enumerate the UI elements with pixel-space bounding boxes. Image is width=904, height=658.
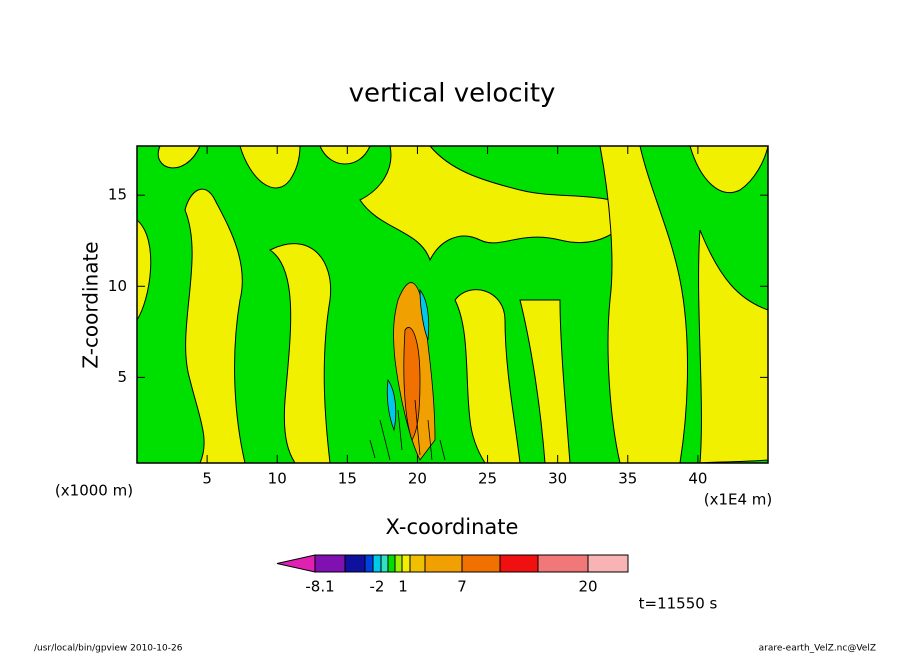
colorbar-triangle	[276, 554, 316, 573]
x-tick-label: 30	[548, 470, 567, 488]
colorbar-segment	[537, 554, 589, 573]
x-tick-label: 15	[338, 470, 357, 488]
colorbar-segment	[409, 554, 426, 573]
contour-field	[136, 145, 769, 464]
colorbar-segment	[387, 554, 396, 573]
y-tick-label: 15	[108, 186, 127, 204]
colorbar-segment	[372, 554, 382, 573]
y-tick-label: 10	[108, 277, 127, 295]
colorbar-segment	[424, 554, 463, 573]
convective-core	[369, 282, 446, 461]
x-axis-label: X-coordinate	[386, 515, 519, 539]
colorbar-segment	[461, 554, 501, 573]
colorbar-tick-label: -2	[370, 578, 385, 596]
y-tick-label: 5	[117, 368, 127, 386]
contour-regions	[136, 145, 769, 464]
plot-frame	[136, 145, 769, 464]
time-label: t=11550 s	[639, 595, 718, 613]
colorbar-segment	[401, 554, 411, 573]
x-unit-left: (x1000 m)	[55, 482, 133, 500]
footer-right: arare-earth_VelZ.nc@VelZ	[759, 644, 876, 654]
colorbar-tick-label: 1	[398, 578, 408, 596]
x-tick-label: 35	[618, 470, 637, 488]
x-tick-label: 5	[202, 470, 212, 488]
colorbar-tick-label: 20	[578, 578, 597, 596]
colorbar-tick-label: -8.1	[305, 578, 334, 596]
x-tick-label: 10	[268, 470, 287, 488]
colorbar-segment	[380, 554, 389, 573]
colorbar-segment	[394, 554, 403, 573]
x-tick-label: 25	[478, 470, 497, 488]
x-tick-label: 20	[408, 470, 427, 488]
colorbar-segment	[499, 554, 539, 573]
x-tick-label: 40	[688, 470, 707, 488]
footer-left: /usr/local/bin/gpview 2010-10-26	[34, 644, 183, 654]
colorbar-segment	[344, 554, 366, 573]
colorbar-tick-label: 7	[457, 578, 467, 596]
y-axis-label: Z-coordinate	[79, 241, 103, 368]
colorbar-segment	[364, 554, 374, 573]
chart-title: vertical velocity	[349, 79, 556, 109]
colorbar: -8.1 -2 1 7 20	[276, 554, 629, 596]
x-unit-right: (x1E4 m)	[704, 491, 773, 509]
colorbar-segment	[587, 554, 629, 573]
colorbar-segment	[314, 554, 346, 573]
